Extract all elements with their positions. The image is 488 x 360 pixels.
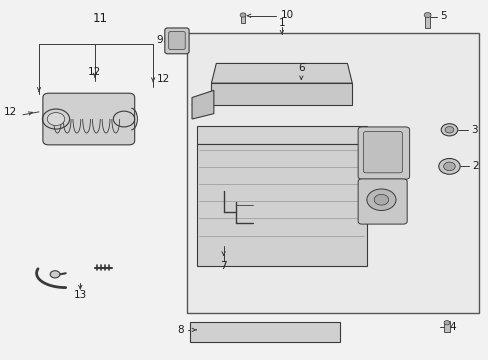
Text: 10: 10 [280,10,293,20]
Polygon shape [197,126,366,144]
Text: 12: 12 [4,107,17,117]
FancyBboxPatch shape [168,32,185,49]
Circle shape [440,124,457,136]
Circle shape [443,162,454,171]
Bar [240,13,245,23]
Circle shape [373,194,388,205]
FancyBboxPatch shape [363,132,402,173]
FancyBboxPatch shape [357,179,407,224]
Text: 7: 7 [220,261,226,271]
Text: 12: 12 [88,67,102,77]
Bar [187,33,478,313]
Text: 13: 13 [74,290,87,300]
Text: 1: 1 [278,18,285,28]
FancyBboxPatch shape [357,127,409,179]
FancyBboxPatch shape [43,93,134,145]
Text: 6: 6 [297,63,304,73]
Circle shape [423,13,430,18]
Text: 5: 5 [439,12,446,22]
Text: 11: 11 [92,12,107,25]
Bar [197,144,366,266]
Text: 4: 4 [448,322,455,332]
Polygon shape [211,63,351,83]
Polygon shape [192,90,213,119]
Circle shape [240,13,245,17]
Text: 8: 8 [177,325,183,335]
Circle shape [444,127,453,133]
Text: 12: 12 [157,74,170,84]
Circle shape [443,320,449,325]
Text: 9: 9 [156,35,163,45]
Circle shape [47,113,64,126]
Circle shape [366,189,395,211]
FancyBboxPatch shape [164,28,189,54]
Bar [424,13,429,28]
Circle shape [438,158,459,174]
Bar [189,321,340,342]
Text: 2: 2 [471,161,478,171]
Bar [443,321,449,332]
Circle shape [50,271,60,278]
Polygon shape [211,83,351,105]
Text: 3: 3 [470,125,477,135]
